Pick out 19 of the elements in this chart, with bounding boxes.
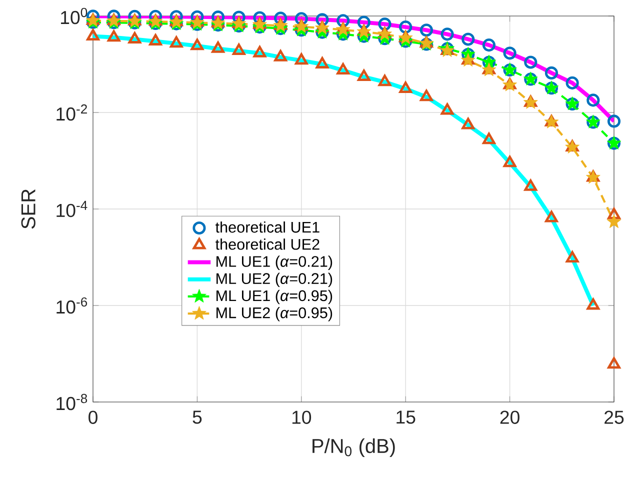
legend-label: ML UE1 (α=0.95) (216, 290, 332, 304)
y-tick-label: 10$^{-4}$ (56, 200, 88, 218)
y-tick-label: 10$^{-2}$ (56, 104, 87, 121)
x-axis-title: P/N$_{0}$ (dB) (312, 438, 395, 458)
x-tick-label: 25 (604, 410, 624, 424)
x-tick-label: 15 (396, 410, 416, 424)
x-tick-label: 5 (192, 410, 202, 424)
y-tick-label: 10$^{0}$ (61, 8, 88, 24)
y-tick-label: 10$^{-6}$ (56, 297, 88, 314)
x-tick-label: 20 (500, 410, 520, 424)
legend-label: theoretical UE2 (215, 238, 320, 250)
x-tick-label: 10 (292, 410, 312, 424)
x-tick-label: 0 (88, 410, 98, 424)
legend-label: ML UE2 (α=0.21) (216, 272, 332, 288)
legend-label: theoretical UE1 (215, 221, 320, 233)
legend-label: ML UE2 (α=0.95) (216, 306, 332, 322)
legend-label: ML UE1 (α=0.21) (216, 256, 332, 270)
y-tick-label: 10$^{-8}$ (56, 394, 88, 410)
y-axis-title: SER (21, 189, 36, 229)
